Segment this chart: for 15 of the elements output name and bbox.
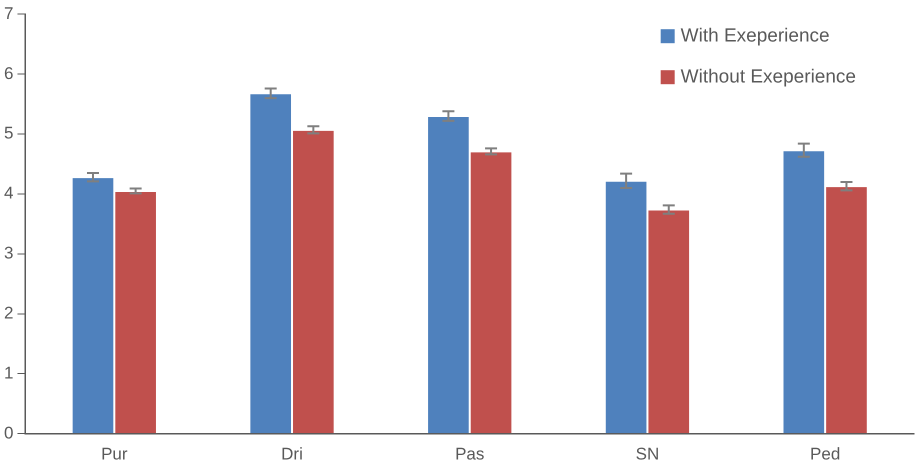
y-tick-label: 7 <box>4 4 14 23</box>
x-tick-label: Pas <box>455 444 484 464</box>
y-tick-label: 2 <box>4 303 14 322</box>
legend-label: Without Exeperience <box>680 66 856 88</box>
x-tick-label: Pur <box>101 444 128 464</box>
y-tick-label: 6 <box>4 64 14 83</box>
y-tick-label: 1 <box>4 363 14 382</box>
y-tick-label: 4 <box>4 184 14 203</box>
y-tick-label: 0 <box>4 423 14 442</box>
legend-label: With Exeperience <box>680 25 830 46</box>
x-tick-label: Ped <box>810 444 840 464</box>
y-tick-label: 3 <box>4 244 14 263</box>
x-tick-label: SN <box>636 444 660 464</box>
x-tick-label: Dri <box>281 444 303 464</box>
y-tick-label: 5 <box>4 124 14 143</box>
